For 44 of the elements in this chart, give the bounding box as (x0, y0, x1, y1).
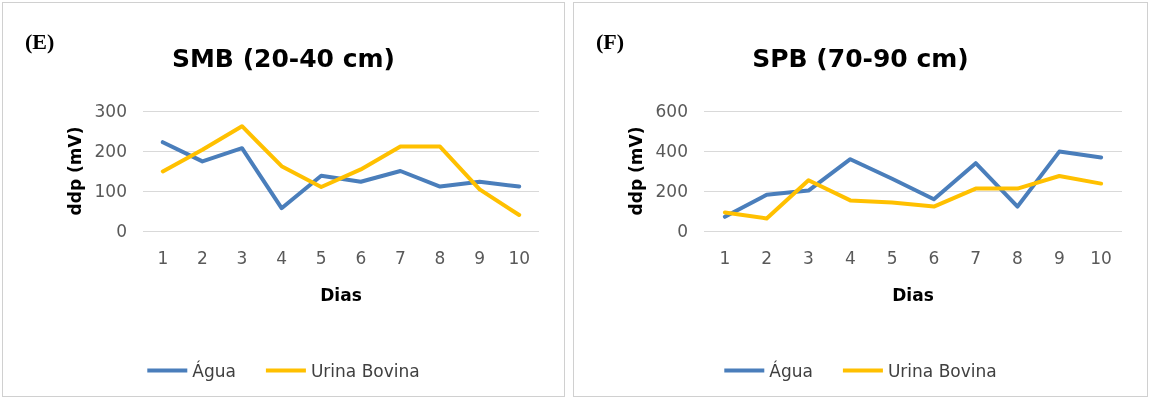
line-series (160, 140, 522, 211)
legend-label: Urina Bovina (887, 360, 997, 381)
x-tick-label: 4 (844, 247, 856, 268)
x-tick-label: 10 (508, 247, 531, 268)
x-axis-title: Dias (320, 284, 362, 305)
x-tick-label: 9 (474, 247, 486, 268)
x-tick-label: 8 (1012, 247, 1023, 268)
legend-label: Água (192, 359, 236, 381)
y-tick-label: 600 (655, 101, 688, 121)
x-tick-label: 1 (157, 247, 169, 268)
y-tick-label: 200 (94, 141, 127, 161)
line-series (722, 149, 1104, 219)
x-tick-label: 7 (394, 247, 406, 268)
x-tick-label: 9 (1053, 247, 1065, 268)
text: (E) (25, 29, 55, 55)
line-series (160, 124, 522, 217)
y-axis-title: ddp (mV) (65, 126, 86, 216)
x-axis-title: Dias (892, 284, 934, 305)
text: (F) (596, 29, 625, 55)
legend-label: Água (769, 359, 813, 381)
y-tick-label: 0 (116, 221, 127, 241)
x-tick-label: 8 (434, 247, 446, 268)
x-tick-label: 5 (886, 247, 898, 268)
x-tick-label: 1 (719, 247, 731, 268)
y-tick-label: 400 (655, 141, 688, 161)
y-tick-label: 200 (655, 181, 688, 201)
x-tick-label: 2 (761, 247, 773, 268)
y-axis-title: ddp (mV) (626, 126, 647, 216)
y-tick-label: 0 (677, 221, 688, 241)
x-tick-label: 5 (315, 247, 327, 268)
y-tick-label: 300 (94, 101, 127, 121)
y-tick-label: 100 (94, 181, 127, 201)
x-tick-label: 7 (970, 247, 982, 268)
chart-title: SMB (20-40 cm) (171, 44, 396, 73)
x-tick-label: 3 (236, 247, 248, 268)
x-tick-label: 6 (928, 247, 940, 268)
x-tick-label: 10 (1090, 247, 1112, 268)
x-tick-label: 2 (196, 247, 208, 268)
x-tick-label: 6 (355, 247, 367, 268)
legend-label: Urina Bovina (310, 360, 420, 381)
x-tick-label: 4 (276, 247, 288, 268)
x-tick-label: 3 (803, 247, 814, 268)
chart-title: SPB (70-90 cm) (752, 44, 969, 73)
line-series (722, 174, 1104, 221)
